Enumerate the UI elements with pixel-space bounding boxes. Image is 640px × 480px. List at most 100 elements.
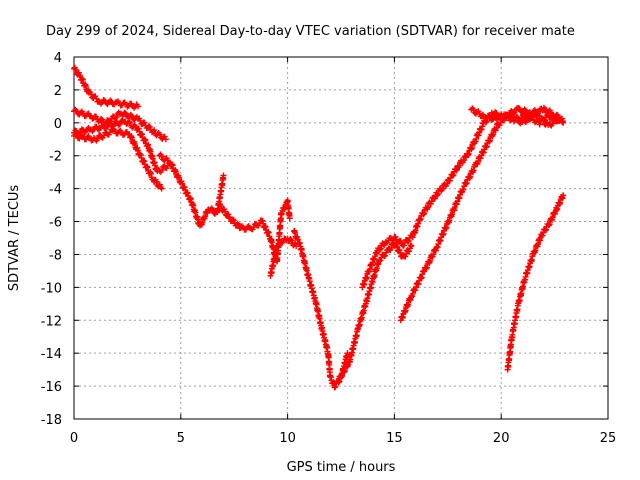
data-point xyxy=(409,234,416,241)
data-point xyxy=(156,131,163,138)
data-point xyxy=(94,135,101,142)
data-point xyxy=(522,107,529,114)
series-3 xyxy=(71,117,174,175)
data-point xyxy=(158,167,165,174)
data-point xyxy=(417,216,424,223)
data-point xyxy=(453,167,460,174)
data-point xyxy=(376,246,383,253)
data-point xyxy=(98,115,105,122)
data-point xyxy=(377,257,384,264)
plot-frame xyxy=(73,56,609,420)
y-tick-label: -2 xyxy=(49,150,62,165)
data-point xyxy=(553,111,560,118)
data-point xyxy=(276,242,283,249)
data-point xyxy=(515,104,522,111)
y-tick-label: -12 xyxy=(41,314,62,329)
data-point xyxy=(72,66,79,73)
data-point xyxy=(162,136,169,143)
data-point xyxy=(523,117,530,124)
data-point xyxy=(549,120,556,127)
y-axis-ticks: 4 2 0 -2 -4 -6 -8 -10 -12 -14 -16 -18 xyxy=(41,51,608,428)
data-point xyxy=(229,216,236,223)
data-point xyxy=(498,115,505,122)
series-12 xyxy=(468,105,562,129)
data-point xyxy=(449,172,456,179)
data-point xyxy=(153,178,160,185)
data-point xyxy=(377,245,384,252)
data-point xyxy=(137,117,144,124)
y-tick-label: -14 xyxy=(41,347,62,362)
data-point xyxy=(405,237,412,244)
series-8 xyxy=(291,227,351,391)
series-7 xyxy=(267,235,300,279)
data-point xyxy=(439,186,446,193)
y-tick-label: -6 xyxy=(49,216,62,231)
data-point xyxy=(397,238,404,245)
data-point xyxy=(488,117,495,124)
data-point xyxy=(250,224,257,231)
data-marks xyxy=(71,64,567,391)
data-point xyxy=(93,113,100,120)
data-point xyxy=(151,127,158,134)
data-point xyxy=(536,112,543,119)
data-point xyxy=(456,162,463,169)
data-point xyxy=(421,210,428,217)
data-point xyxy=(424,204,431,211)
series-4 xyxy=(71,126,165,192)
data-point xyxy=(435,191,442,198)
x-tick-label: 25 xyxy=(600,431,617,446)
chart-title: Day 299 of 2024, Sidereal Day-to-day VTE… xyxy=(46,24,575,39)
y-tick-label: -4 xyxy=(49,183,62,198)
y-tick-label: -16 xyxy=(41,380,62,395)
data-point xyxy=(460,157,467,164)
data-point xyxy=(514,116,521,123)
data-point xyxy=(542,106,549,113)
x-axis-ticks: 0 5 10 15 20 25 xyxy=(70,57,616,446)
data-point xyxy=(217,203,224,210)
data-point xyxy=(508,111,515,118)
data-point xyxy=(516,105,523,112)
data-point xyxy=(128,113,135,120)
data-point xyxy=(288,237,295,244)
data-point xyxy=(511,109,518,116)
data-point xyxy=(126,119,133,126)
data-point xyxy=(509,112,516,119)
data-point xyxy=(543,226,550,233)
data-point xyxy=(382,252,389,259)
data-point xyxy=(521,106,528,113)
data-point xyxy=(93,95,100,102)
y-tick-label: 0 xyxy=(54,117,62,132)
data-point xyxy=(555,114,562,121)
y-tick-label: -18 xyxy=(41,413,62,428)
y-tick-label: -10 xyxy=(41,281,62,296)
data-point xyxy=(560,192,567,199)
x-tick-label: 15 xyxy=(386,431,403,446)
data-point xyxy=(476,110,483,117)
y-tick-label: -8 xyxy=(49,248,62,263)
data-point xyxy=(121,109,128,116)
data-point xyxy=(125,118,132,125)
data-point xyxy=(161,133,168,140)
x-tick-label: 0 xyxy=(70,431,78,446)
data-point xyxy=(554,116,561,123)
data-point xyxy=(220,172,227,179)
data-point xyxy=(406,248,413,255)
x-tick-label: 10 xyxy=(279,431,296,446)
data-point xyxy=(407,242,414,249)
series-5 xyxy=(156,151,227,229)
data-point xyxy=(135,103,142,110)
data-point xyxy=(88,91,95,98)
data-point xyxy=(225,211,232,218)
data-point xyxy=(332,383,339,390)
x-tick-label: 20 xyxy=(493,431,510,446)
data-point xyxy=(393,236,400,243)
data-point xyxy=(122,110,129,117)
data-point xyxy=(158,153,165,160)
y-tick-label: 2 xyxy=(54,84,62,99)
data-point xyxy=(492,109,499,116)
y-tick-label: 4 xyxy=(54,51,62,66)
data-point xyxy=(545,222,552,229)
data-point xyxy=(146,123,153,130)
series-1 xyxy=(71,64,142,111)
data-point xyxy=(560,118,567,125)
